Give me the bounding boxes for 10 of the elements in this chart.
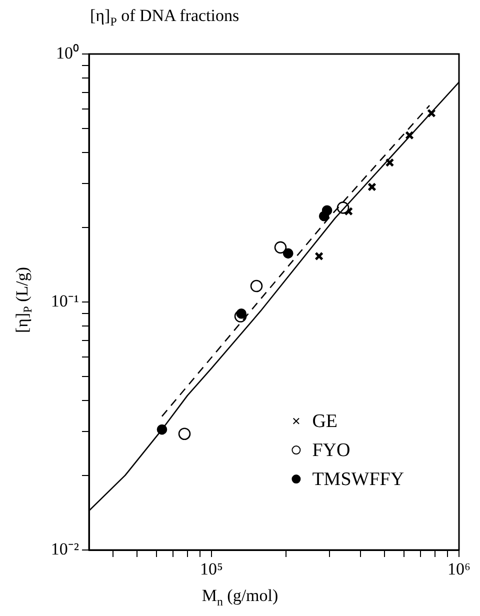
y-tick-label: 10⁻² bbox=[50, 539, 79, 558]
y-tick-label: 10⁻¹ bbox=[50, 291, 79, 310]
chart-title: [η]$_{P}$ of DNA fractions bbox=[90, 6, 240, 30]
legend-label: TMSWFFY bbox=[312, 469, 404, 490]
y-tick-label: 10⁰ bbox=[56, 43, 79, 62]
x-tick-label: 10⁶ bbox=[448, 560, 471, 579]
legend-label: GE bbox=[312, 411, 338, 432]
x-tick-label: 10⁵ bbox=[200, 560, 224, 579]
legend-label: FYO bbox=[312, 440, 350, 462]
x-axis-title: M$_{n}$ (g/mol) bbox=[200, 586, 280, 610]
